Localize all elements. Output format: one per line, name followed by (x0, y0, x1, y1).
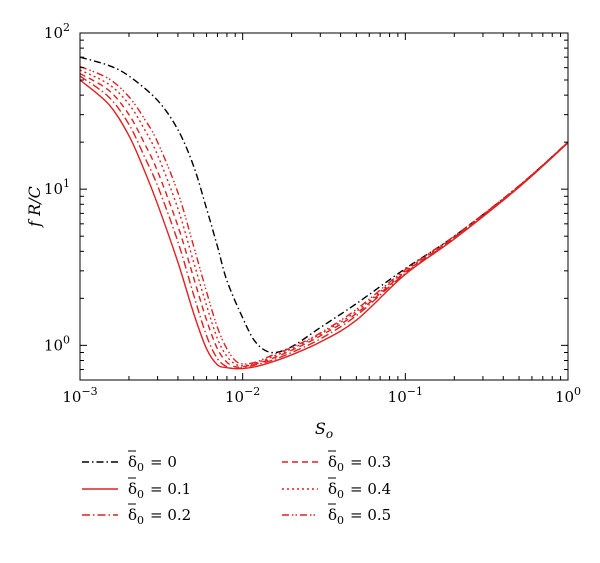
series-line-4 (80, 69, 568, 367)
y-tick-label: 102 (44, 21, 70, 42)
series-line-5 (80, 65, 568, 365)
axis-tick-labels: 10−3 10−2 10−1 100 100 101 102 (44, 21, 581, 406)
series-line-2 (80, 75, 568, 370)
series-line-1 (80, 79, 568, 370)
legend-label: δ0 = 0.5 (328, 506, 391, 527)
legend-label: δ0 = 0.1 (128, 480, 191, 501)
legend-item-3: δ0 = 0.3 (282, 450, 391, 474)
x-tick-label: 10−1 (388, 385, 423, 406)
legend-label: δ0 = 0.2 (128, 506, 191, 527)
legend-item-2: δ0 = 0.2 (82, 503, 191, 527)
x-axis-label: So (315, 419, 333, 441)
legend-item-5: δ0 = 0.5 (282, 503, 391, 527)
legend-item-1: δ0 = 0.1 (82, 477, 191, 501)
plot-frame (79, 32, 569, 381)
series-line-3 (80, 72, 568, 368)
y-axis-label: f R/C (25, 186, 44, 228)
y-tick-label: 101 (44, 177, 70, 198)
axis-labels: So f R/C (25, 186, 333, 441)
x-tick-label: 10−2 (225, 385, 260, 406)
legend-label: δ0 = 0 (128, 453, 177, 474)
legend-item-0: δ0 = 0 (82, 450, 177, 474)
legend-label: δ0 = 0.3 (328, 453, 391, 474)
legend-label: δ0 = 0.4 (328, 480, 391, 501)
legend-item-4: δ0 = 0.4 (282, 477, 391, 501)
x-tick-label: 100 (555, 385, 581, 406)
plot-lines (80, 56, 568, 370)
y-tick-label: 100 (44, 333, 70, 354)
axis-ticks (79, 32, 569, 381)
x-tick-label: 10−3 (62, 385, 97, 406)
legend: δ0 = 0 δ0 = 0.1 δ0 = 0.2 δ0 = 0.3 δ0 = 0.4 δ0 = 0.5 (82, 450, 391, 527)
